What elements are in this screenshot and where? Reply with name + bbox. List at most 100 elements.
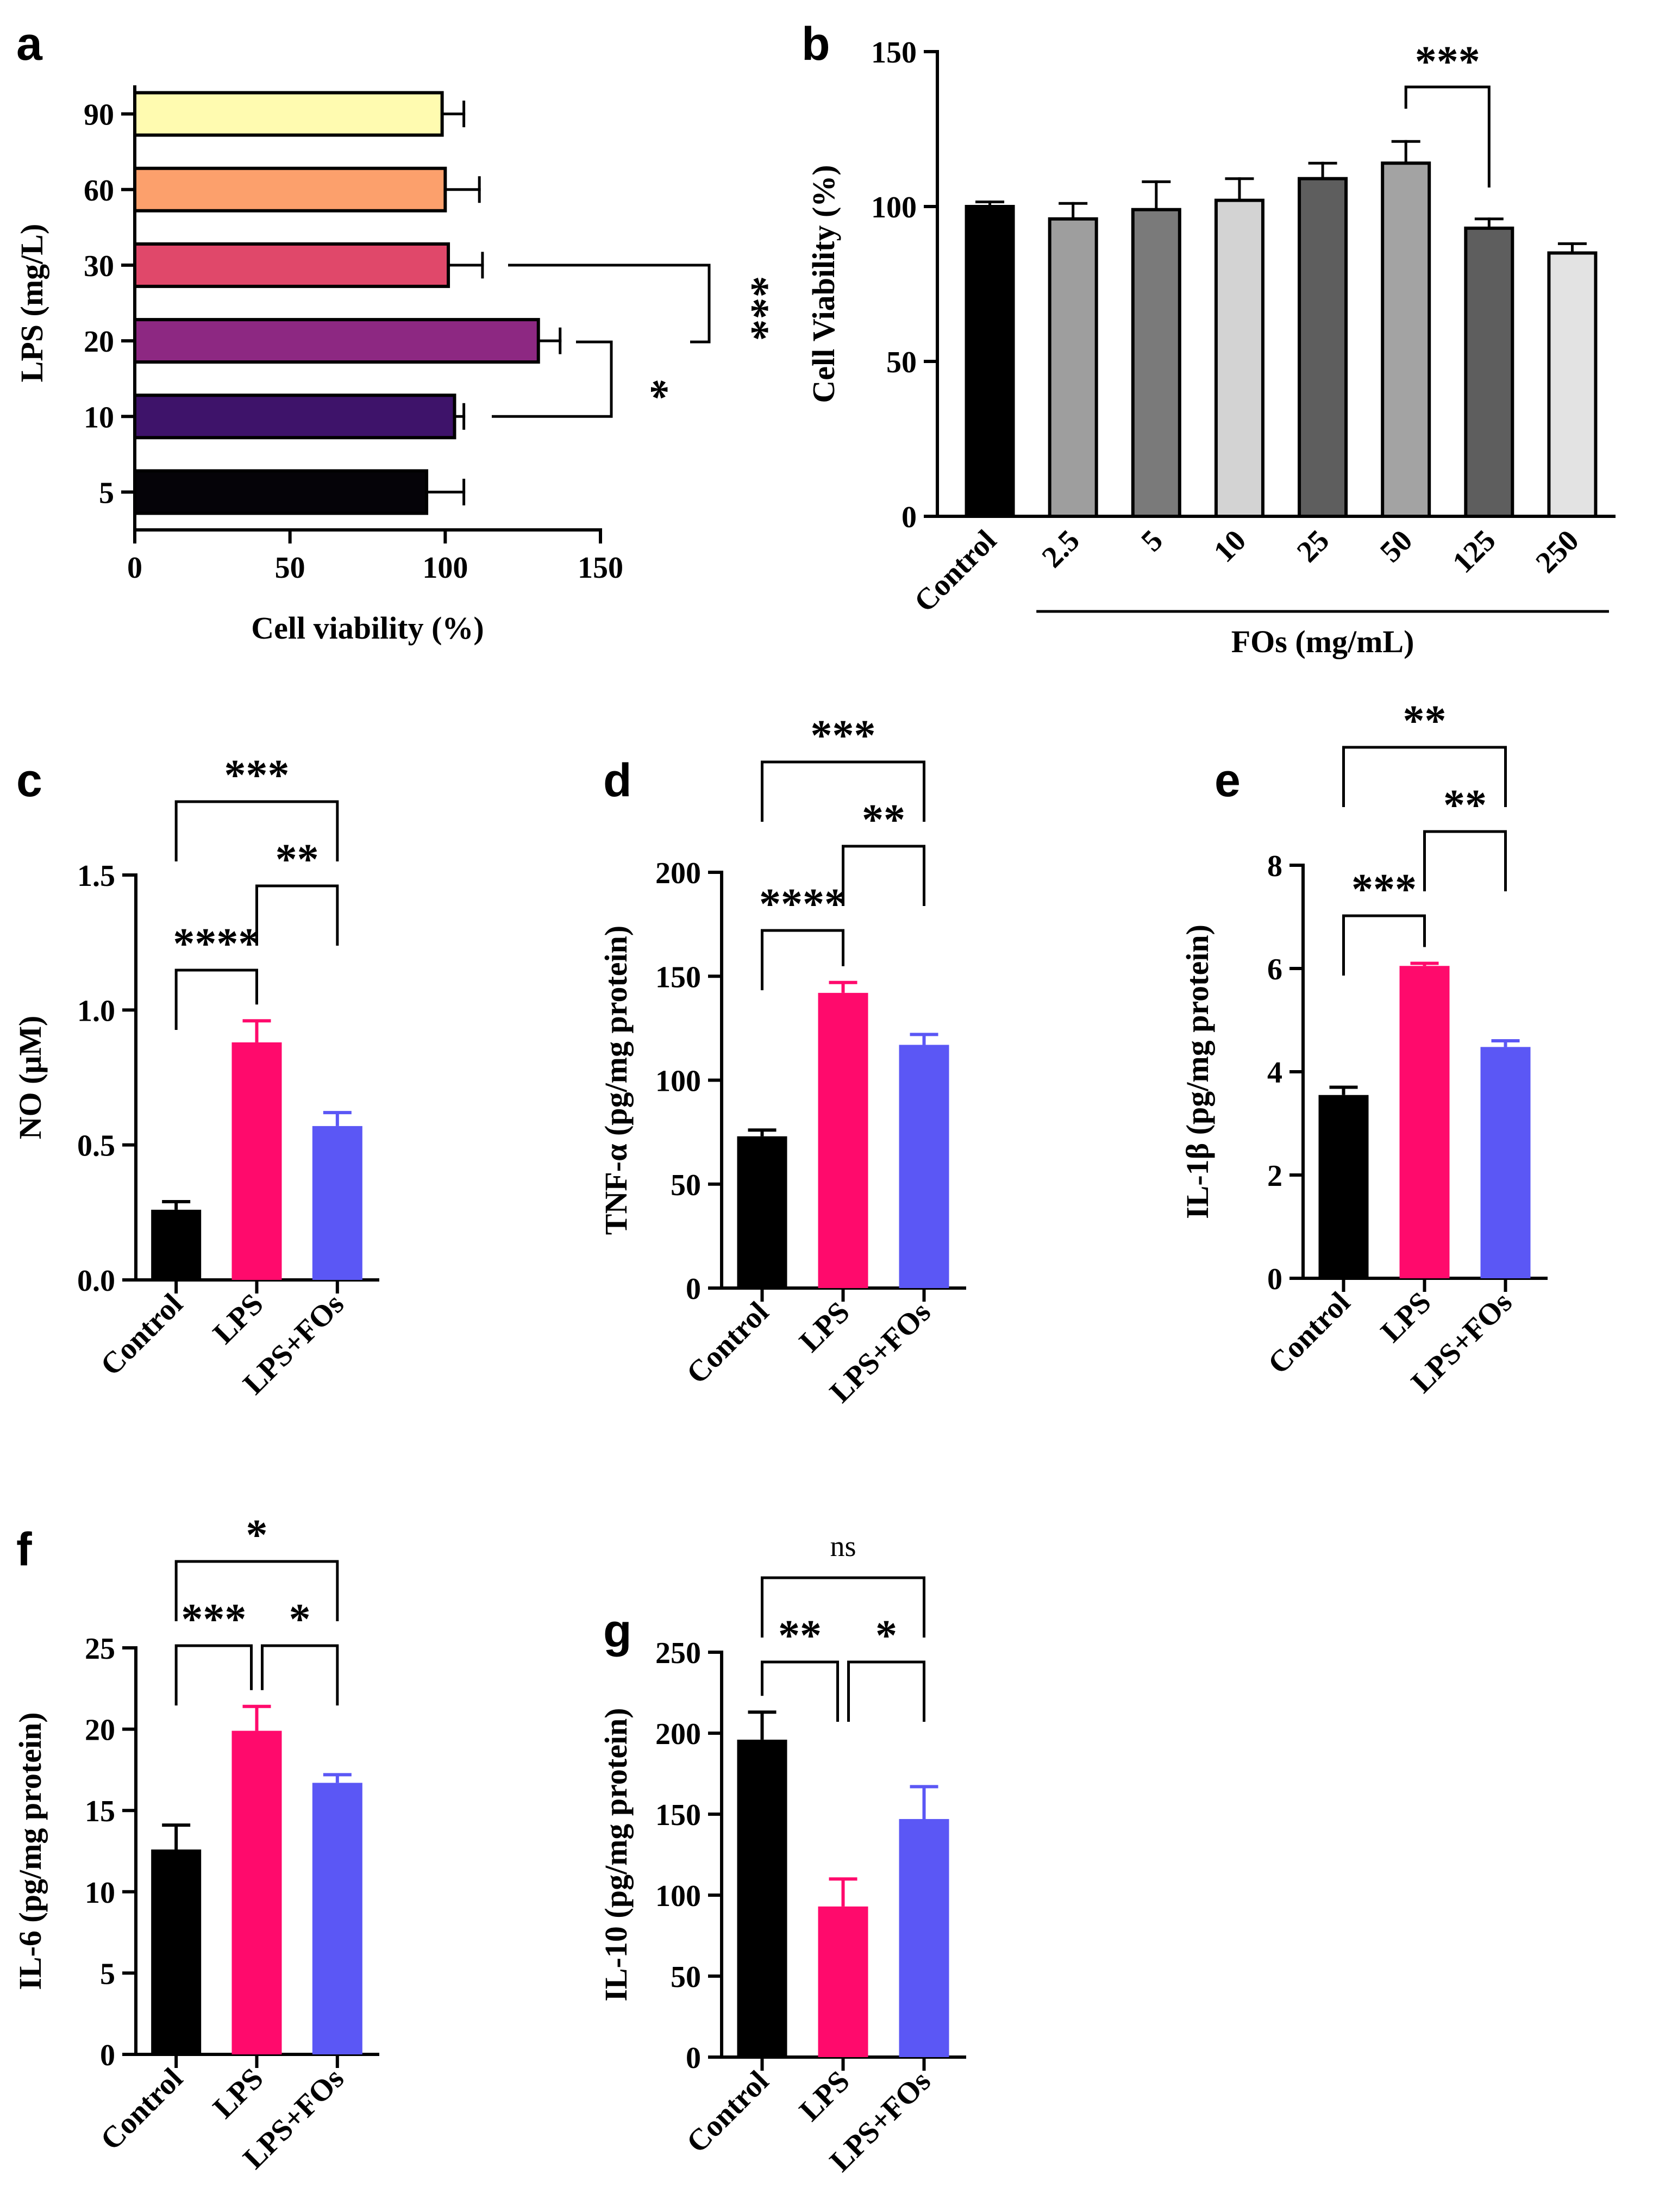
c-x-tick-label: LPS bbox=[206, 1287, 270, 1350]
a-bar bbox=[133, 166, 447, 213]
g-y-tick-label: 0 bbox=[686, 2041, 701, 2075]
b-x-tick-label: 250 bbox=[1529, 523, 1585, 579]
c-y-tick-label: 1.5 bbox=[77, 859, 115, 893]
b-bar bbox=[1048, 217, 1098, 518]
f-y-tick-label: 5 bbox=[100, 1957, 115, 1991]
e-y-tick-label: 0 bbox=[1267, 1263, 1282, 1296]
f-significance-label: *** bbox=[181, 1596, 246, 1644]
b-x-tick-label: 10 bbox=[1207, 523, 1253, 568]
a-y-tick-label: 90 bbox=[84, 98, 114, 132]
d-significance-label: ** bbox=[862, 796, 905, 844]
g-significance-label: * bbox=[875, 1612, 897, 1660]
g-x-tick-label: Control bbox=[680, 2064, 775, 2159]
e-significance-bracket bbox=[1342, 746, 1507, 807]
e-y-tick-label: 4 bbox=[1267, 1056, 1282, 1090]
a-y-tick-label: 10 bbox=[84, 401, 114, 434]
f-bar bbox=[151, 1849, 202, 2054]
f-bar bbox=[312, 1783, 362, 2054]
panel-label-f: f bbox=[16, 1523, 32, 1576]
panel-label-g: g bbox=[603, 1605, 632, 1657]
a-bar bbox=[133, 91, 444, 137]
f-y-tick-label: 10 bbox=[85, 1876, 115, 1910]
f-significance-bracket bbox=[261, 1644, 339, 1705]
b-bar bbox=[1214, 198, 1264, 518]
c-y-tick-label: 1.0 bbox=[77, 994, 115, 1028]
d-y-axis-title: TNF-α (pg/mg protein) bbox=[598, 926, 634, 1235]
b-x-tick-label: Control bbox=[908, 523, 1003, 618]
g-significance-bracket bbox=[847, 1660, 925, 1722]
g-significance-label: ns bbox=[830, 1530, 856, 1563]
f-x-tick-label: Control bbox=[94, 2061, 189, 2157]
c-y-tick-label: 0.0 bbox=[77, 1264, 115, 1298]
d-bar bbox=[737, 1136, 787, 1288]
a-y-tick-label: 60 bbox=[84, 174, 114, 208]
b-y-tick-label: 150 bbox=[871, 36, 917, 70]
a-y-tick-label: 30 bbox=[84, 249, 114, 283]
f-y-axis-title: IL-6 (pg/mg protein) bbox=[12, 1712, 48, 1990]
e-bar bbox=[1318, 1095, 1369, 1278]
d-significance-bracket bbox=[761, 929, 844, 990]
a-bar bbox=[133, 318, 540, 364]
e-y-tick-label: 8 bbox=[1267, 849, 1282, 883]
panel-label-d: d bbox=[603, 754, 632, 807]
a-bar bbox=[133, 469, 429, 515]
a-x-axis-title: Cell viability (%) bbox=[251, 610, 484, 646]
f-bar bbox=[231, 1730, 282, 2054]
a-bar bbox=[133, 242, 450, 288]
g-significance-bracket bbox=[761, 1576, 925, 1638]
b-x-tick-label: 2.5 bbox=[1036, 523, 1086, 574]
f-significance-bracket bbox=[174, 1644, 253, 1705]
g-x-tick-label: LPS bbox=[793, 2064, 856, 2127]
a-y-tick-label: 20 bbox=[84, 325, 114, 359]
f-significance-label: * bbox=[246, 1511, 268, 1559]
b-bar bbox=[1464, 226, 1514, 518]
b-bar bbox=[1298, 177, 1348, 518]
c-significance-bracket bbox=[255, 884, 339, 946]
d-significance-label: *** bbox=[811, 712, 876, 760]
f-significance-label: * bbox=[289, 1596, 311, 1644]
c-significance-bracket bbox=[174, 800, 339, 861]
a-x-tick-label: 50 bbox=[275, 551, 305, 585]
c-significance-label: **** bbox=[173, 920, 260, 968]
e-significance-label: ** bbox=[1443, 782, 1487, 829]
b-x-tick-label: 25 bbox=[1291, 523, 1336, 568]
c-bar bbox=[312, 1126, 362, 1280]
e-significance-bracket bbox=[1342, 914, 1426, 976]
e-x-tick-label: Control bbox=[1262, 1285, 1357, 1380]
c-y-tick-label: 0.5 bbox=[77, 1129, 115, 1163]
b-y-tick-label: 50 bbox=[886, 346, 917, 379]
f-significance-bracket bbox=[174, 1560, 339, 1621]
g-bar bbox=[818, 1906, 868, 2057]
g-y-tick-label: 200 bbox=[655, 1717, 701, 1751]
a-y-tick-label: 5 bbox=[99, 476, 114, 510]
a-significance-bracket bbox=[508, 264, 711, 343]
d-significance-bracket bbox=[842, 845, 925, 906]
g-y-tick-label: 150 bbox=[655, 1798, 701, 1832]
g-y-tick-label: 100 bbox=[655, 1879, 701, 1913]
c-significance-label: *** bbox=[224, 752, 290, 799]
g-y-tick-label: 250 bbox=[655, 1636, 701, 1670]
d-y-tick-label: 150 bbox=[655, 960, 701, 994]
a-bar bbox=[133, 393, 456, 440]
a-significance-label: * bbox=[629, 379, 677, 401]
b-x-axis-title: FOs (mg/mL) bbox=[1231, 624, 1414, 659]
b-bar bbox=[1131, 208, 1181, 518]
e-bar bbox=[1399, 966, 1450, 1278]
c-significance-bracket bbox=[174, 968, 258, 1030]
g-y-axis-title: IL-10 (pg/mg protein) bbox=[598, 1708, 634, 2001]
a-x-tick-label: 0 bbox=[127, 551, 142, 585]
f-y-tick-label: 20 bbox=[85, 1714, 115, 1747]
d-bar bbox=[899, 1045, 949, 1288]
f-y-tick-label: 15 bbox=[85, 1795, 115, 1828]
d-significance-label: **** bbox=[759, 880, 846, 928]
b-bar bbox=[1381, 161, 1431, 518]
b-y-tick-label: 0 bbox=[902, 501, 917, 534]
d-y-tick-label: 100 bbox=[655, 1065, 701, 1098]
panel-label-a: a bbox=[16, 18, 43, 70]
g-bar bbox=[737, 1739, 787, 2057]
g-y-tick-label: 50 bbox=[671, 1960, 701, 1994]
d-y-tick-label: 50 bbox=[671, 1169, 701, 1202]
e-significance-label: *** bbox=[1351, 866, 1417, 914]
